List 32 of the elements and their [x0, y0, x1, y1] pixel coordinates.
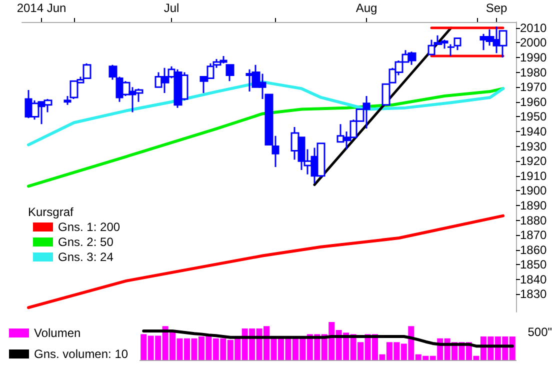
legend-title: Kursgraf — [28, 205, 74, 219]
y-tick-label: 1890 — [520, 198, 548, 212]
y-tick-label: 1970 — [520, 80, 548, 94]
legend-label: Volumen — [34, 326, 81, 340]
y-tick-label: 1990 — [520, 50, 548, 65]
y-tick-label: 1920 — [520, 154, 548, 168]
y-tick-label: 1950 — [520, 110, 548, 124]
y-tick-label: 1940 — [520, 124, 548, 138]
y-tick-label: 1910 — [520, 168, 548, 183]
y-tick-label: 1930 — [520, 139, 548, 154]
y-tick-label: 1830 — [520, 287, 548, 302]
x-tick-label: Jul — [164, 1, 180, 15]
legend-label: Gns. 1: 200 — [58, 220, 120, 234]
y-tick-label: 1960 — [520, 94, 548, 109]
y-tick-label: 2000 — [520, 36, 548, 50]
x-tick-label: Aug — [356, 1, 378, 15]
legend-label: Gns. volumen: 10 — [34, 347, 128, 361]
y-tick-label: 1980 — [520, 65, 548, 80]
y-tick-label: 1870 — [520, 228, 548, 242]
y-tick-label: 1840 — [520, 272, 548, 286]
y-tick-label: 1900 — [520, 184, 548, 198]
line-series — [27, 87, 504, 188]
y-tick-label: 1860 — [520, 242, 548, 257]
y-tick-label: 1880 — [520, 213, 548, 228]
y-tick-label: 1850 — [520, 258, 548, 272]
legend-label: Gns. 2: 50 — [58, 235, 114, 249]
x-tick-label: 2014 Jun — [16, 1, 66, 15]
line-series — [27, 80, 504, 146]
text: 500" — [528, 325, 552, 339]
x-tick-label: Sep — [486, 1, 508, 15]
legend-label: Gns. 3: 24 — [58, 250, 114, 264]
y-tick-label: 2010 — [520, 20, 548, 35]
